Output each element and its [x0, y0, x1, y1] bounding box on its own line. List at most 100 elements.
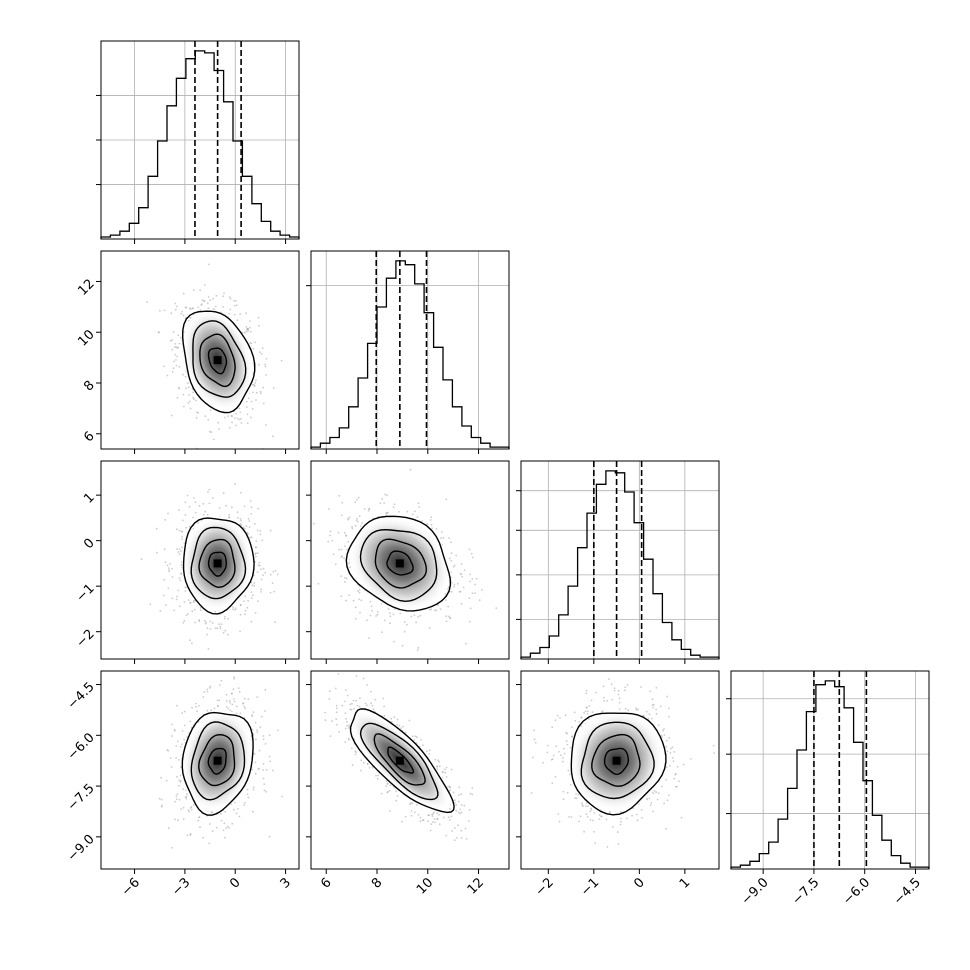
scatter-point: [171, 576, 174, 578]
scatter-point: [165, 779, 168, 782]
contour-level-1: [207, 551, 227, 577]
scatter-point: [460, 793, 463, 796]
scatter-point: [263, 789, 266, 792]
scatter-point: [146, 301, 149, 303]
scatter-point: [222, 631, 225, 634]
scatter-point: [384, 619, 386, 622]
scatter-point: [238, 690, 241, 693]
scatter-point: [232, 606, 235, 609]
scatter-point: [427, 820, 429, 823]
scatter-point: [162, 594, 165, 597]
scatter-point: [370, 605, 373, 608]
scatter-point: [260, 352, 263, 355]
scatter-point: [268, 755, 271, 758]
scatter-point: [351, 747, 353, 750]
contour-level-1: [386, 550, 414, 576]
scatter-point: [194, 621, 197, 624]
scatter-point: [468, 548, 471, 551]
scatter-point: [555, 745, 558, 748]
scatter-point: [239, 712, 242, 715]
scatter-point: [234, 607, 237, 610]
scatter-point: [334, 563, 337, 566]
scatter-point: [421, 520, 424, 522]
scatter-point: [464, 827, 467, 830]
scatter-point: [243, 705, 246, 708]
scatter-point: [256, 529, 259, 532]
scatter-point: [393, 716, 396, 719]
scatter-point: [239, 313, 242, 315]
scatter-point: [207, 648, 210, 650]
scatter-point: [182, 806, 185, 809]
scatter-point: [469, 580, 471, 583]
scatter-point: [178, 784, 180, 787]
scatter-point: [214, 305, 217, 308]
x-tick-label: 12: [465, 875, 487, 897]
scatter-point: [533, 738, 536, 741]
scatter-point: [239, 518, 242, 520]
scatter-point: [712, 744, 715, 747]
scatter-point: [557, 813, 560, 815]
scatter-point: [657, 792, 660, 795]
scatter-point: [431, 813, 433, 816]
scatter-point: [340, 548, 343, 551]
panel-3-0: −9.0−7.5−6.0−4.5−6 −3 0 3: [65, 670, 300, 899]
scatter-point: [368, 766, 371, 769]
scatter-point: [383, 705, 385, 708]
scatter-point: [445, 834, 447, 837]
scatter-point: [234, 608, 237, 611]
scatter-point: [313, 522, 315, 525]
y-tick-label: −6.0: [65, 730, 98, 763]
scatter-point: [160, 798, 163, 801]
scatter-point: [478, 599, 481, 602]
scatter-point: [347, 517, 349, 520]
scatter-point: [176, 397, 179, 399]
scatter-point: [428, 608, 431, 611]
scatter-point: [149, 603, 152, 606]
scatter-point: [417, 502, 420, 505]
scatter-point: [177, 334, 180, 336]
scatter-point: [376, 611, 379, 613]
scatter-point: [207, 491, 209, 494]
scatter-point: [372, 708, 375, 711]
scatter-point: [265, 374, 267, 376]
scatter-point: [626, 817, 628, 820]
x-tick-label: −3: [169, 875, 193, 899]
scatter-point: [178, 366, 181, 368]
scatter-point: [448, 785, 451, 788]
scatter-point: [252, 594, 254, 597]
scatter-point: [647, 717, 650, 720]
scatter-point: [228, 699, 231, 702]
density-peak: [395, 756, 404, 765]
y-tick-label: −7.5: [65, 781, 98, 814]
scatter-point: [611, 698, 614, 701]
scatter-point: [389, 810, 391, 812]
scatter-point: [202, 696, 205, 698]
scatter-point: [232, 608, 235, 611]
scatter-point: [194, 501, 197, 504]
scatter-point: [386, 783, 389, 785]
scatter-point: [175, 364, 178, 367]
scatter-point: [271, 582, 274, 585]
scatter-point: [219, 627, 222, 630]
scatter-point: [358, 588, 361, 591]
scatter-point: [178, 529, 181, 532]
scatter-point: [252, 786, 255, 789]
scatter-point: [208, 823, 211, 825]
scatter-point: [182, 818, 185, 821]
scatter-point: [210, 812, 213, 814]
scatter-point: [411, 513, 414, 516]
scatter-point: [167, 567, 170, 569]
scatter-point: [255, 540, 258, 542]
scatter-point: [269, 760, 272, 763]
scatter-point: [245, 400, 248, 403]
contour-level-2: [198, 733, 236, 787]
scatter-point: [256, 731, 259, 734]
scatter-point: [254, 761, 257, 764]
scatter-point: [257, 600, 259, 603]
scatter-point: [369, 600, 372, 603]
scatter-point: [436, 812, 438, 815]
scatter-point: [433, 811, 435, 813]
scatter-point: [163, 309, 166, 312]
scatter-point: [470, 552, 473, 555]
y-tick-label: −2: [73, 627, 97, 651]
